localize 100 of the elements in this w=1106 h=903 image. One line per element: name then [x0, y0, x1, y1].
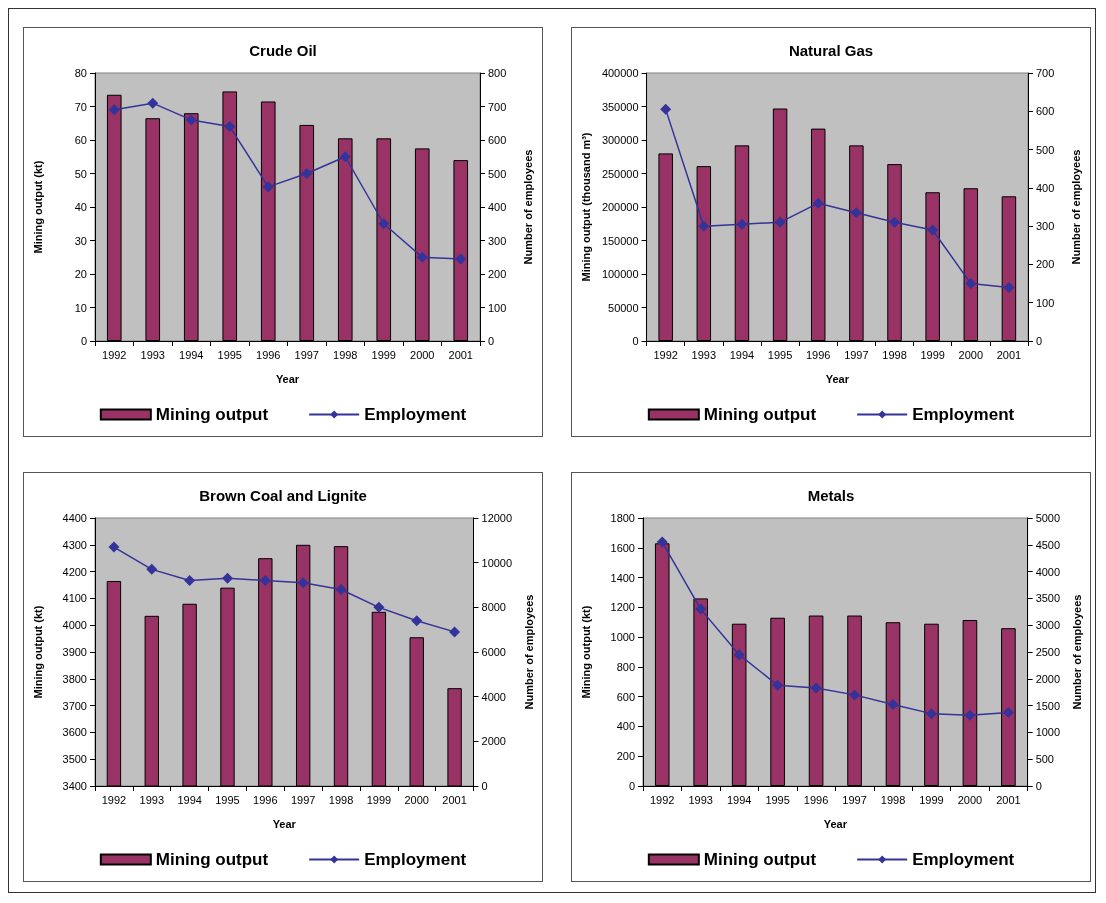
point: [455, 253, 467, 265]
y2-tick-label: 500: [1036, 143, 1055, 156]
point: [224, 121, 236, 133]
y2-tick-label: 4000: [481, 690, 506, 703]
x-tick-label: 1997: [844, 348, 869, 361]
y2-tick-label: 1500: [1035, 699, 1061, 712]
y2-tick-label: 4500: [1035, 538, 1061, 551]
chart-title: Crude Oil: [249, 42, 317, 59]
y-tick-label: 200000: [601, 201, 639, 213]
x-tick-label: 1998: [880, 793, 906, 805]
y-tick-label: 50000: [608, 301, 639, 314]
point: [1003, 281, 1015, 293]
x-tick-label: 2000: [957, 793, 983, 805]
x-axis-title: Year: [823, 817, 848, 829]
point: [339, 151, 351, 163]
x-tick-label: 2000: [410, 348, 435, 361]
y2-tick-label: 700: [1036, 67, 1055, 79]
y-tick-label: 1200: [610, 600, 635, 613]
x-tick-label: 1995: [215, 793, 240, 805]
chart-title: Metals: [807, 486, 855, 504]
x-tick-label: 2001: [448, 348, 473, 361]
point: [416, 251, 428, 263]
x-tick-label: 1996: [256, 348, 281, 361]
y2-tick-label: 8000: [481, 600, 506, 613]
point: [889, 216, 901, 228]
point: [927, 224, 939, 236]
y2-tick-label: 600: [488, 134, 507, 146]
y2-tick-label: 0: [481, 779, 488, 792]
x-tick-label: 1992: [653, 348, 678, 361]
x-tick-label: 1992: [101, 793, 127, 805]
point: [810, 681, 822, 693]
point: [185, 114, 197, 126]
point: [108, 104, 120, 116]
x-tick-label: 1994: [179, 348, 204, 361]
point: [850, 207, 862, 219]
y-tick-label: 40: [74, 201, 87, 213]
point: [146, 563, 158, 575]
x-tick-label: 1999: [920, 348, 945, 361]
y2-axis-title: Number of employees: [521, 149, 534, 265]
x-tick-label: 1996: [253, 793, 278, 805]
point: [184, 574, 196, 586]
point: [695, 603, 707, 615]
y2-tick-label: 600: [1036, 105, 1055, 118]
legend-label: Mining output: [703, 849, 817, 869]
y-tick-label: 20: [74, 268, 87, 280]
y2-tick-label: 0: [488, 335, 495, 347]
x-tick-label: 1997: [842, 793, 867, 805]
y-tick-label: 80: [74, 67, 87, 79]
point: [259, 574, 271, 586]
y2-tick-label: 0: [1036, 335, 1043, 347]
y2-tick-label: 10000: [481, 556, 513, 569]
chart-title: Brown Coal and Lignite: [199, 486, 367, 504]
legend-label: Mining output: [155, 849, 269, 869]
point: [925, 707, 937, 719]
point: [301, 168, 313, 179]
y-tick-label: 3600: [62, 725, 87, 738]
y-tick-label: 4300: [62, 538, 87, 551]
y2-axis-title: Number of employees: [1069, 149, 1082, 265]
y-tick-label: 200: [616, 749, 635, 762]
y2-axis-title: Number of employees: [522, 594, 535, 709]
y-tick-label: 70: [74, 100, 87, 113]
y2-tick-label: 3500: [1035, 591, 1061, 604]
y2-tick-label: 12000: [481, 511, 513, 524]
x-tick-label: 1998: [328, 793, 354, 805]
x-tick-label: 1997: [290, 793, 316, 805]
y-tick-label: 250000: [601, 167, 639, 180]
y2-tick-label: 1000: [1035, 725, 1061, 738]
y-tick-label: 0: [628, 779, 635, 792]
y-tick-label: 3800: [62, 672, 87, 685]
point: [660, 103, 672, 115]
y-tick-label: 100000: [601, 268, 639, 280]
x-tick-label: 2000: [404, 793, 429, 805]
x-tick-label: 1995: [765, 793, 790, 805]
y2-tick-label: 0: [1035, 779, 1042, 792]
x-tick-label: 1993: [139, 793, 165, 805]
y2-tick-label: 4000: [1035, 565, 1061, 578]
y2-tick-label: 200: [488, 268, 507, 280]
y-tick-label: 350000: [601, 100, 639, 113]
point: [147, 97, 159, 109]
x-axis-title: Year: [825, 372, 850, 385]
chart-title: Natural Gas: [788, 42, 874, 59]
point: [262, 181, 274, 193]
y-tick-label: 3400: [62, 779, 87, 792]
y2-tick-label: 300: [488, 234, 507, 247]
y2-tick-label: 200: [1036, 258, 1055, 271]
legend-label: Employment: [912, 405, 1015, 424]
point: [221, 572, 233, 584]
x-tick-label: 1995: [767, 348, 793, 361]
legend-label: Mining output: [155, 405, 269, 424]
y2-tick-label: 100: [1036, 296, 1055, 309]
y-tick-label: 1400: [610, 571, 635, 584]
y-tick-label: 3900: [62, 645, 87, 658]
y2-tick-label: 2000: [1035, 672, 1061, 685]
point: [656, 536, 668, 548]
point: [812, 197, 824, 209]
y-tick-label: 150000: [601, 234, 639, 247]
point: [772, 679, 784, 691]
y-axis-title: Mining output (kt): [31, 160, 44, 254]
y2-tick-label: 6000: [481, 645, 506, 658]
point: [733, 648, 745, 660]
